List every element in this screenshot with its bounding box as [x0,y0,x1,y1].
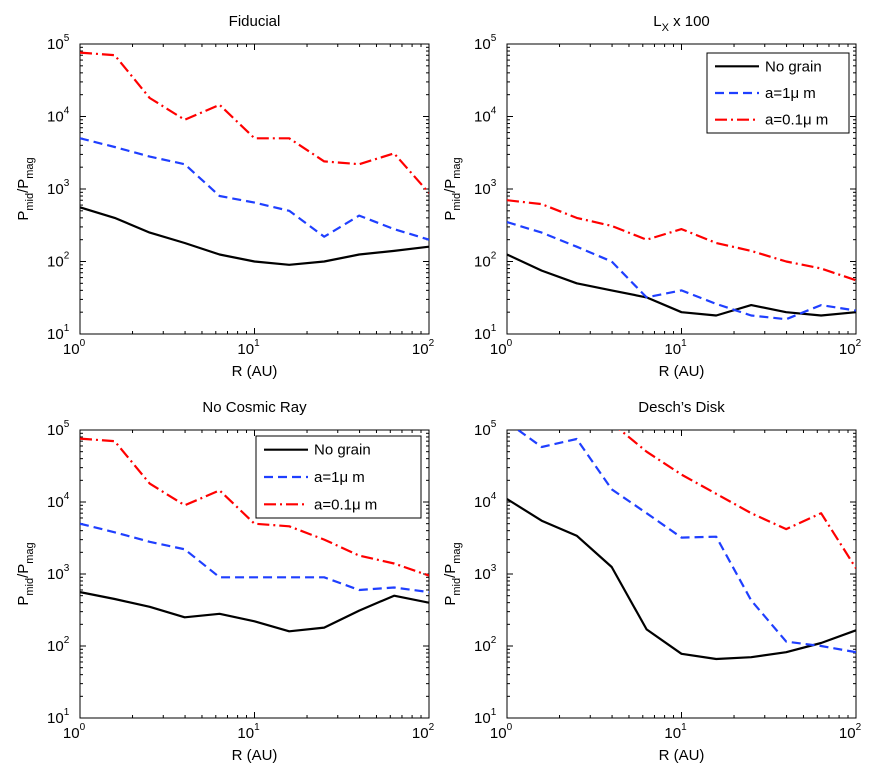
x-tick-label: 101 [237,338,260,358]
legend-label: No grain [765,58,822,75]
series-0 [507,253,856,317]
series-line [507,253,856,317]
x-tick-label: 100 [63,722,86,742]
y-tick-label: 105 [47,33,70,53]
series-1 [516,430,856,654]
series-line [507,199,856,282]
series-0 [80,591,429,633]
legend: No grain a=1μ m a=0.1μ m [255,435,422,519]
y-axis-label: Pmid/Pmag [15,542,36,605]
y-tick-label: 105 [474,33,497,53]
chart-title: LX x 100 [653,13,710,34]
y-tick-label: 101 [47,323,70,343]
y-axis-label: Pmid/Pmag [442,542,463,605]
y-axis-label: Pmid/Pmag [15,157,36,220]
y-tick-label: 105 [474,419,497,439]
x-axis-label: R (AU) [232,747,278,764]
y-tick-label: 103 [474,563,497,583]
series-1 [507,221,856,321]
y-tick-label: 102 [474,251,497,271]
chart-title: Desch’s Disk [638,399,725,416]
legend-label: a=0.1μ m [314,496,377,513]
y-tick-label: 103 [47,178,70,198]
x-tick-label: 102 [839,722,862,742]
axes-box [79,43,430,335]
x-axis-label: R (AU) [232,363,278,380]
y-tick-label: 104 [47,106,70,126]
x-tick-label: 100 [490,338,513,358]
y-tick-label: 104 [474,106,497,126]
series-line [80,51,429,194]
x-tick-label: 101 [664,722,687,742]
legend-label: a=1μ m [765,85,816,102]
y-tick-label: 105 [47,419,70,439]
series-line [80,437,429,577]
series-line [80,137,429,241]
chart-title: No Cosmic Ray [202,399,307,416]
series-line [80,591,429,633]
series-2 [618,430,856,569]
y-tick-label: 103 [47,563,70,583]
x-tick-label: 102 [412,722,435,742]
series-line [507,498,856,661]
x-tick-label: 101 [664,338,687,358]
y-tick-label: 101 [474,707,497,727]
legend: No grain a=1μ m a=0.1μ m [706,52,850,134]
series-1 [80,137,429,241]
y-tick-label: 102 [47,635,70,655]
x-axis-label: R (AU) [659,747,705,764]
y-tick-label: 101 [47,707,70,727]
y-tick-label: 104 [47,491,70,511]
axes-box [506,429,857,719]
series-line [507,221,856,321]
series-2 [507,199,856,282]
legend-label: a=1μ m [314,469,365,486]
x-tick-label: 102 [839,338,862,358]
y-tick-label: 102 [474,635,497,655]
x-tick-label: 100 [63,338,86,358]
series-2 [80,437,429,577]
x-tick-label: 102 [412,338,435,358]
series-1 [80,522,429,594]
y-tick-label: 102 [47,251,70,271]
series-0 [80,206,429,266]
chart-title: Fiducial [229,13,281,30]
x-tick-label: 101 [237,722,260,742]
y-tick-label: 103 [474,178,497,198]
legend-label: No grain [314,442,371,459]
series-0 [507,498,856,661]
series-line [80,522,429,594]
series-line [80,206,429,266]
y-tick-label: 104 [474,491,497,511]
series-line [516,430,856,654]
y-tick-label: 101 [474,323,497,343]
x-axis-label: R (AU) [659,363,705,380]
series-line [618,430,856,569]
series-2 [80,51,429,194]
x-tick-label: 100 [490,722,513,742]
y-axis-label: Pmid/Pmag [442,157,463,220]
legend-label: a=0.1μ m [765,112,828,129]
